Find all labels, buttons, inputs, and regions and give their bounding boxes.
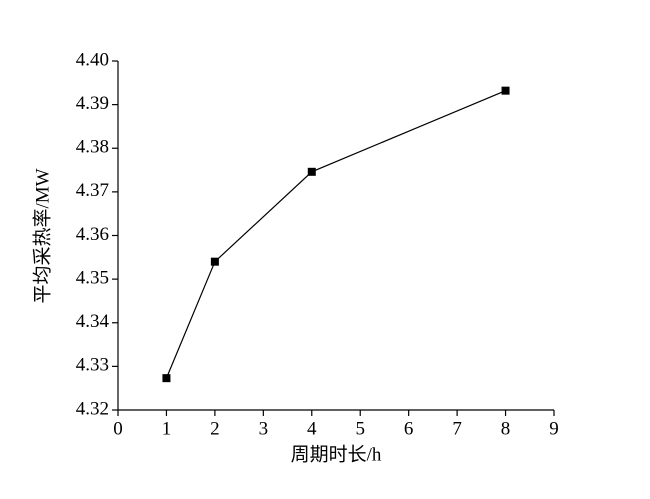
x-axis-label: 周期时长/h <box>291 443 382 465</box>
x-tick-label: 4 <box>307 418 317 439</box>
marker <box>210 257 219 266</box>
x-tick-label: 5 <box>355 418 365 439</box>
x-tick-label: 7 <box>452 418 462 439</box>
y-tick-label: 4.36 <box>76 224 109 245</box>
y-tick-label: 4.38 <box>76 137 109 158</box>
y-tick-label: 4.34 <box>76 311 110 332</box>
marker <box>501 86 510 95</box>
marker <box>162 374 171 383</box>
x-tick-label: 2 <box>210 418 220 439</box>
y-tick-label: 4.40 <box>76 49 109 70</box>
y-tick-label: 4.37 <box>76 180 109 201</box>
x-tick-label: 3 <box>259 418 269 439</box>
y-axis-label: 平均采热率/MW <box>31 168 53 303</box>
x-tick-label: 8 <box>501 418 511 439</box>
x-tick-label: 9 <box>549 418 559 439</box>
marker <box>307 167 316 176</box>
data-line <box>165 90 506 379</box>
x-tick-label: 1 <box>162 418 172 439</box>
y-tick-label: 4.33 <box>76 355 109 376</box>
y-tick-label: 4.35 <box>76 267 109 288</box>
x-tick-label: 0 <box>113 418 123 439</box>
y-tick-label: 4.32 <box>76 398 109 419</box>
x-tick-label: 6 <box>404 418 414 439</box>
y-tick-label: 4.39 <box>76 93 109 114</box>
